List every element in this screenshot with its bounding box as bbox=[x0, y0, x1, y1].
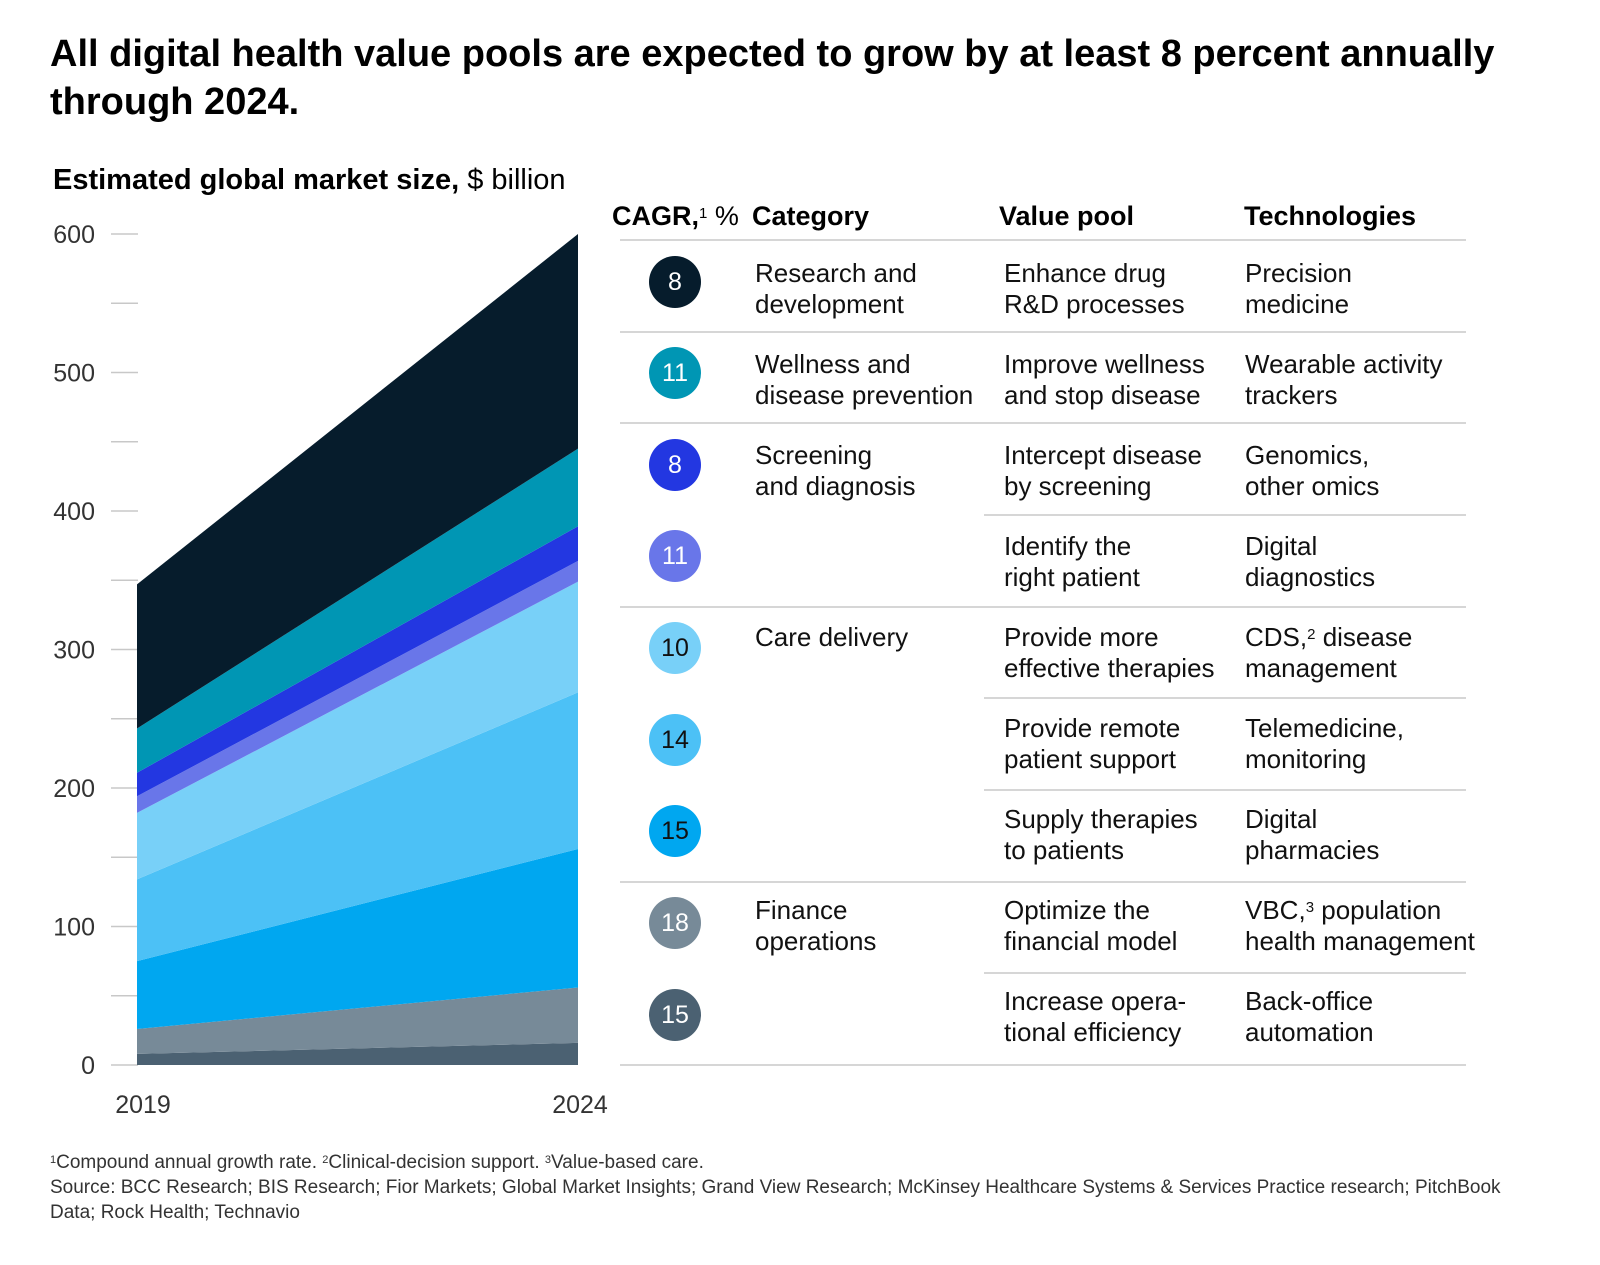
value-pool-cell: Identify the right patient bbox=[1004, 531, 1140, 592]
x-tick-label: 2019 bbox=[115, 1091, 171, 1119]
technologies-text: VBC, bbox=[1245, 895, 1306, 925]
cagr-badge: 18 bbox=[649, 897, 701, 949]
category-cell: Research and development bbox=[755, 258, 917, 319]
y-tick-label: 400 bbox=[53, 498, 95, 526]
technologies-text: population health management bbox=[1245, 895, 1475, 956]
value-pool-cell: Intercept disease by screening bbox=[1004, 440, 1203, 501]
technologies-cell: VBC,3 population health management bbox=[1245, 895, 1475, 957]
technologies-cell: Back-office automation bbox=[1245, 986, 1374, 1047]
value-pool-cell: Optimize the financial model bbox=[1004, 895, 1178, 956]
chart-title: All digital health value pools are expec… bbox=[50, 33, 1495, 123]
header-category: Category bbox=[752, 201, 870, 231]
cagr-badge: 10 bbox=[649, 622, 701, 674]
area-series bbox=[137, 234, 578, 729]
area-series bbox=[137, 560, 578, 813]
chart-subtitle: Estimated global market size, $ billion bbox=[53, 163, 566, 197]
area-series bbox=[137, 526, 578, 797]
area-chart: 0 100 200 300 400 500 600 2019 2024 bbox=[53, 221, 608, 1119]
technologies-cell: Digital pharmacies bbox=[1245, 804, 1380, 865]
footnote-definitions: 1Compound annual growth rate. 2Clinical-… bbox=[50, 1150, 1550, 1175]
source-text: Source: BCC Research; BIS Research; Fior… bbox=[50, 1177, 1501, 1223]
technologies-cell: Precision medicine bbox=[1245, 258, 1352, 319]
area-series bbox=[137, 692, 578, 962]
table-divider bbox=[984, 697, 1466, 699]
area-series bbox=[137, 581, 578, 880]
cagr-badge: 8 bbox=[649, 256, 701, 308]
y-tick-label: 500 bbox=[53, 360, 95, 388]
y-tick-label: 0 bbox=[81, 1052, 95, 1080]
value-pool-cell: Increase opera- tional efficiency bbox=[1004, 986, 1187, 1047]
cagr-badge: 14 bbox=[649, 714, 701, 766]
technologies-cell: Wearable activity trackers bbox=[1245, 349, 1443, 410]
y-tick-label: 600 bbox=[53, 221, 95, 249]
area-series bbox=[137, 848, 578, 1029]
header-cagr-sup: 1 bbox=[699, 205, 708, 222]
technologies-cell: Genomics, other omics bbox=[1245, 440, 1380, 501]
area-series bbox=[137, 448, 578, 773]
technologies-cell: Telemedicine, monitoring bbox=[1245, 713, 1404, 774]
header-technologies: Technologies bbox=[1244, 201, 1417, 231]
table-divider bbox=[620, 1064, 1466, 1066]
y-tick-label: 200 bbox=[53, 775, 95, 803]
technologies-cell: CDS,2 disease management bbox=[1245, 622, 1412, 684]
cagr-badge: 8 bbox=[649, 439, 701, 491]
x-tick-label: 2024 bbox=[552, 1091, 608, 1119]
cagr-badge: 15 bbox=[649, 805, 701, 857]
value-pool-cell: Enhance drug R&D processes bbox=[1004, 258, 1185, 319]
area-series bbox=[137, 1042, 578, 1065]
technologies-cell: Digital diagnostics bbox=[1245, 531, 1376, 592]
subtitle-unit: $ billion bbox=[459, 164, 566, 196]
category-cell: Care delivery bbox=[755, 622, 909, 652]
footnote-text: Compound annual growth rate. bbox=[56, 1152, 323, 1173]
footnote-marker: 1 bbox=[50, 1154, 57, 1166]
table-divider bbox=[984, 972, 1466, 974]
footnote-text: Value-based care. bbox=[551, 1152, 704, 1173]
area-series bbox=[137, 987, 578, 1054]
y-tick-label: 100 bbox=[53, 914, 95, 942]
technologies-text: disease management bbox=[1245, 622, 1413, 683]
footnote-marker: 2 bbox=[322, 1154, 329, 1166]
table-divider bbox=[984, 514, 1466, 516]
table-divider bbox=[620, 422, 1466, 424]
footnote-ref: 3 bbox=[1305, 899, 1315, 916]
value-pool-cell: Improve wellness and stop disease bbox=[1004, 349, 1205, 410]
technologies-text: CDS, bbox=[1245, 622, 1308, 652]
footnote-marker: 3 bbox=[544, 1154, 552, 1166]
footnote-text: Clinical-decision support. bbox=[328, 1152, 545, 1173]
value-pool-cell: Supply therapies to patients bbox=[1004, 804, 1198, 865]
header-cagr-unit: % bbox=[707, 201, 739, 231]
y-tick-label: 300 bbox=[53, 637, 95, 665]
header-value-pool: Value pool bbox=[999, 201, 1135, 231]
cagr-badge: 11 bbox=[649, 530, 701, 582]
value-pool-cell: Provide remote patient support bbox=[1004, 713, 1181, 774]
footnotes: 1Compound annual growth rate. 2Clinical-… bbox=[50, 1150, 1550, 1225]
category-cell: Wellness and disease prevention bbox=[755, 349, 974, 410]
table-divider bbox=[620, 606, 1466, 608]
header-cagr: CAGR,1 % bbox=[612, 199, 739, 233]
table-divider bbox=[984, 789, 1466, 791]
subtitle-bold: Estimated global market size, bbox=[53, 164, 460, 196]
cagr-badge: 11 bbox=[649, 347, 701, 399]
category-cell: Finance operations bbox=[755, 895, 877, 956]
cagr-badge: 15 bbox=[649, 989, 701, 1041]
table-divider bbox=[620, 239, 1466, 241]
category-cell: Screening and diagnosis bbox=[755, 440, 916, 501]
table-divider bbox=[620, 881, 1466, 883]
table-divider bbox=[620, 331, 1466, 333]
header-cagr-label: CAGR, bbox=[612, 201, 699, 231]
footnote-ref: 2 bbox=[1307, 626, 1316, 643]
value-pool-cell: Provide more effective therapies bbox=[1004, 622, 1215, 683]
